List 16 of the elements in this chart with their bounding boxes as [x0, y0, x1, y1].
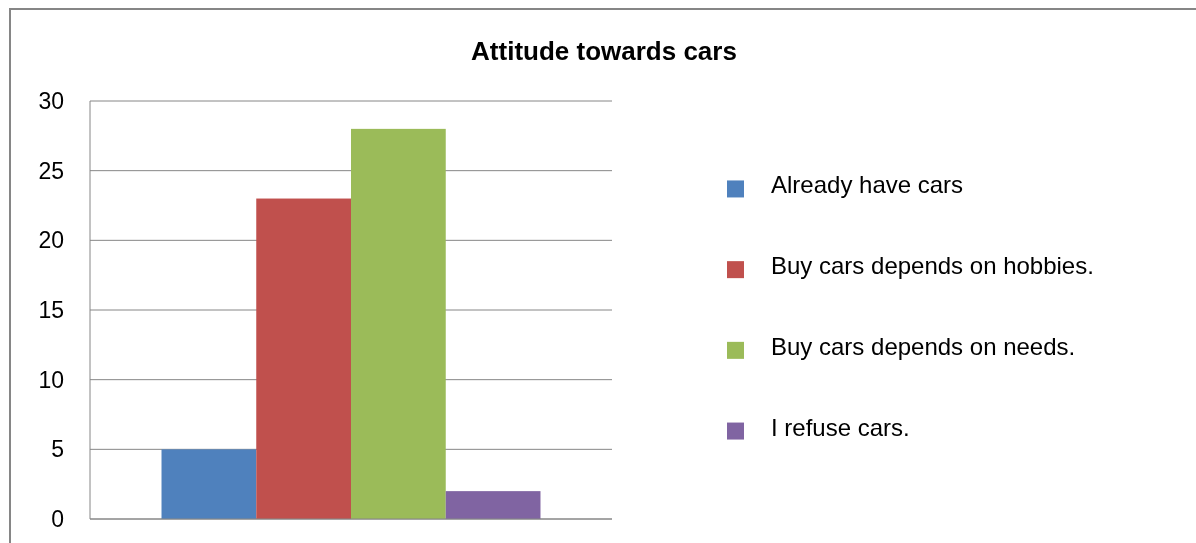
bar	[351, 128, 446, 519]
y-tick-label: 5	[51, 436, 64, 463]
legend-label: Buy cars depends on needs.	[771, 332, 1076, 360]
legend-label: Already have cars	[771, 171, 964, 199]
legend-label: Buy cars depends on hobbies.	[771, 252, 1094, 280]
bar	[445, 491, 541, 519]
legend-label: I refuse cars.	[771, 413, 910, 441]
y-tick-label: 25	[38, 157, 64, 184]
y-tick-label: 30	[38, 88, 64, 115]
bar	[161, 449, 257, 519]
y-tick-label: 0	[51, 506, 64, 533]
chart-title: Attitude towards cars	[471, 36, 737, 66]
y-tick-label: 15	[38, 297, 64, 324]
y-tick-label: 20	[38, 227, 64, 254]
y-tick-label: 10	[38, 366, 64, 393]
bar	[256, 198, 351, 519]
